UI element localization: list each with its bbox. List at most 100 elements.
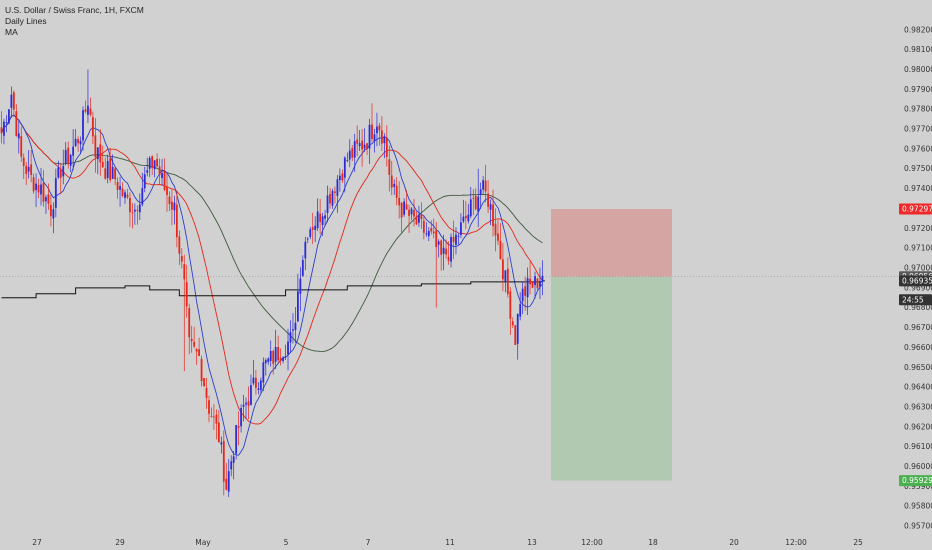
- candle-body: [531, 282, 534, 288]
- candle-body: [306, 238, 309, 240]
- candle-body: [47, 194, 50, 204]
- candle-body: [442, 247, 445, 254]
- y-tick-label: 0.98200: [904, 25, 932, 34]
- candle-body: [380, 130, 383, 144]
- stop-price-tag: 0.97297: [902, 205, 932, 214]
- candle-body: [131, 212, 134, 214]
- legend-daily-lines[interactable]: Daily Lines: [5, 16, 47, 26]
- candle-body: [487, 193, 489, 207]
- candle-body: [168, 196, 171, 205]
- candle-body: [91, 117, 94, 137]
- candle-body: [163, 171, 166, 190]
- candle-body: [193, 341, 196, 347]
- candle-body: [376, 126, 378, 134]
- candle-body: [338, 175, 341, 181]
- candle-body: [79, 140, 82, 145]
- candle-body: [497, 233, 499, 241]
- candle-body: [166, 186, 168, 196]
- candle-body: [287, 341, 289, 355]
- y-tick-label: 0.96800: [904, 303, 932, 312]
- candle-body: [252, 377, 255, 384]
- candle-body: [245, 402, 247, 405]
- candle-body: [457, 235, 460, 237]
- candle-body: [17, 133, 20, 139]
- x-tick-label: 12:00: [785, 538, 807, 547]
- candle-body: [264, 360, 267, 364]
- y-tick-label: 0.96300: [904, 402, 932, 411]
- candle-body: [499, 240, 502, 260]
- candle-body: [383, 136, 386, 144]
- candle-body: [109, 158, 112, 180]
- candle-body: [425, 233, 428, 235]
- candle-body: [3, 121, 5, 136]
- candle-body: [220, 442, 223, 445]
- candle-body: [455, 234, 457, 245]
- candle-body: [230, 461, 233, 470]
- candle-body: [326, 195, 329, 213]
- candle-body: [445, 248, 447, 255]
- candle-body: [198, 349, 200, 357]
- x-tick-label: 5: [284, 538, 289, 547]
- x-tick-label: 13: [527, 538, 537, 547]
- candle-body: [353, 141, 356, 158]
- candle-body: [106, 161, 109, 178]
- y-tick-label: 0.96100: [904, 442, 932, 451]
- y-tick-label: 0.97200: [904, 224, 932, 233]
- candle-body: [361, 140, 364, 150]
- candle-body: [482, 180, 485, 190]
- candle-body: [77, 139, 79, 144]
- candle-body: [314, 225, 317, 230]
- candle-body: [232, 456, 235, 463]
- x-tick-label: 7: [366, 538, 371, 547]
- candle-body: [336, 179, 339, 196]
- candle-body: [297, 291, 299, 322]
- candle-body: [494, 223, 497, 236]
- candle-body: [210, 416, 213, 417]
- candle-body: [492, 204, 494, 227]
- candle-body: [440, 240, 443, 255]
- candle-body: [450, 236, 452, 262]
- candle-body: [195, 348, 198, 352]
- candle-body: [25, 165, 28, 174]
- candle-body: [57, 167, 60, 178]
- candle-body: [319, 213, 322, 223]
- candle-body: [151, 156, 154, 168]
- candle-body: [539, 280, 541, 287]
- candle-body: [262, 362, 265, 383]
- candle-body: [225, 478, 228, 490]
- candle-body: [190, 338, 193, 342]
- y-tick-label: 0.98100: [904, 45, 932, 54]
- target-price-tag: 0.95929: [902, 476, 932, 485]
- level-price-tag-bg: [899, 275, 932, 287]
- candle-body: [59, 169, 62, 178]
- candle-body: [99, 144, 102, 163]
- candle-body: [309, 229, 312, 237]
- candle-body: [148, 157, 151, 169]
- candle-body: [311, 227, 314, 230]
- target-price-tag-bg: [899, 475, 932, 487]
- y-tick-label: 0.97000: [904, 264, 932, 273]
- candle-body: [452, 236, 455, 242]
- candle-body: [242, 404, 245, 407]
- candle-body: [119, 186, 121, 190]
- x-tick-label: 18: [648, 538, 658, 547]
- candle-body: [405, 204, 408, 210]
- candle-body: [410, 208, 413, 215]
- legend-ma[interactable]: MA: [5, 27, 18, 37]
- candle-body: [175, 204, 178, 238]
- legend-title[interactable]: U.S. Dollar / Swiss Franc, 1H, FXCM: [5, 5, 144, 15]
- candle-body: [502, 259, 504, 280]
- x-tick-label: 12:00: [581, 538, 603, 547]
- candle-body: [124, 192, 126, 199]
- candle-body: [284, 356, 287, 358]
- y-tick-label: 0.96700: [904, 323, 932, 332]
- candle-body: [104, 168, 107, 179]
- candle-body: [509, 291, 512, 319]
- candle-body: [215, 414, 218, 424]
- candle-body: [185, 282, 188, 307]
- candle-body: [37, 184, 40, 193]
- candle-body: [171, 201, 173, 210]
- candle-body: [217, 422, 220, 443]
